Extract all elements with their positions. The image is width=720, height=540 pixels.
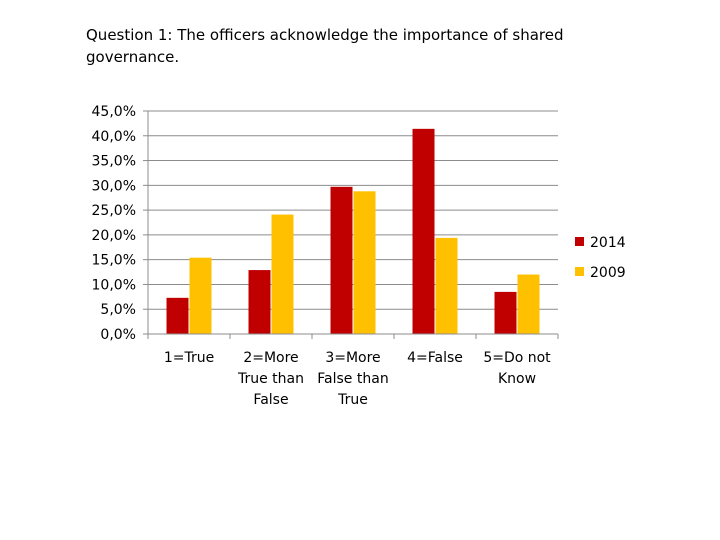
- y-tick-label: 25,0%: [92, 203, 136, 219]
- bar-2009-5: [517, 274, 540, 334]
- x-tick-label: False than: [317, 371, 388, 387]
- y-tick-label: 40,0%: [92, 129, 136, 145]
- bar-2014-3: [330, 186, 353, 334]
- legend-label: 2014: [590, 235, 626, 251]
- bar-2014-5: [494, 291, 517, 334]
- y-tick-label: 10,0%: [92, 277, 136, 293]
- legend-swatch-2009: [575, 267, 584, 276]
- axes: [143, 110, 559, 339]
- x-tick-label: 2=More: [243, 350, 298, 366]
- bar-2009-4: [435, 237, 458, 334]
- bar-2014-1: [166, 297, 189, 334]
- x-tick-label: False: [253, 392, 288, 408]
- chart-title: Question 1: The officers acknowledge the…: [86, 26, 564, 66]
- x-tick-label: 3=More: [325, 350, 380, 366]
- y-tick-label: 20,0%: [92, 228, 136, 244]
- y-tick-label: 35,0%: [92, 154, 136, 170]
- bar-2009-3: [353, 191, 376, 334]
- y-tick-label: 5,0%: [100, 302, 136, 318]
- x-tick-label: 5=Do not: [483, 350, 551, 366]
- axis-labels: 0,0% 5,0% 10,0% 15,0% 20,0% 25,0% 30,0% 35,0% 40…: [92, 104, 552, 408]
- legend-label: 2009: [590, 265, 626, 281]
- gridlines: [148, 110, 558, 310]
- legend: 2014 2009: [575, 235, 626, 281]
- x-tick-label: 4=False: [407, 350, 463, 366]
- y-tick-label: 30,0%: [92, 178, 136, 194]
- legend-swatch-2014: [575, 237, 584, 246]
- x-tick-label: 1=True: [164, 350, 214, 366]
- x-tick-label: True than: [237, 371, 304, 387]
- y-tick-label: 15,0%: [92, 253, 136, 269]
- bars: [166, 128, 540, 334]
- y-tick-label: 45,0%: [92, 104, 136, 120]
- bar-2009-1: [189, 257, 212, 334]
- y-tick-label: 0,0%: [100, 327, 136, 343]
- bar-2009-2: [271, 214, 294, 334]
- x-tick-label: True: [337, 392, 368, 408]
- bar-2014-4: [412, 128, 435, 334]
- bar-2014-2: [248, 270, 271, 334]
- x-tick-label: Know: [498, 371, 536, 387]
